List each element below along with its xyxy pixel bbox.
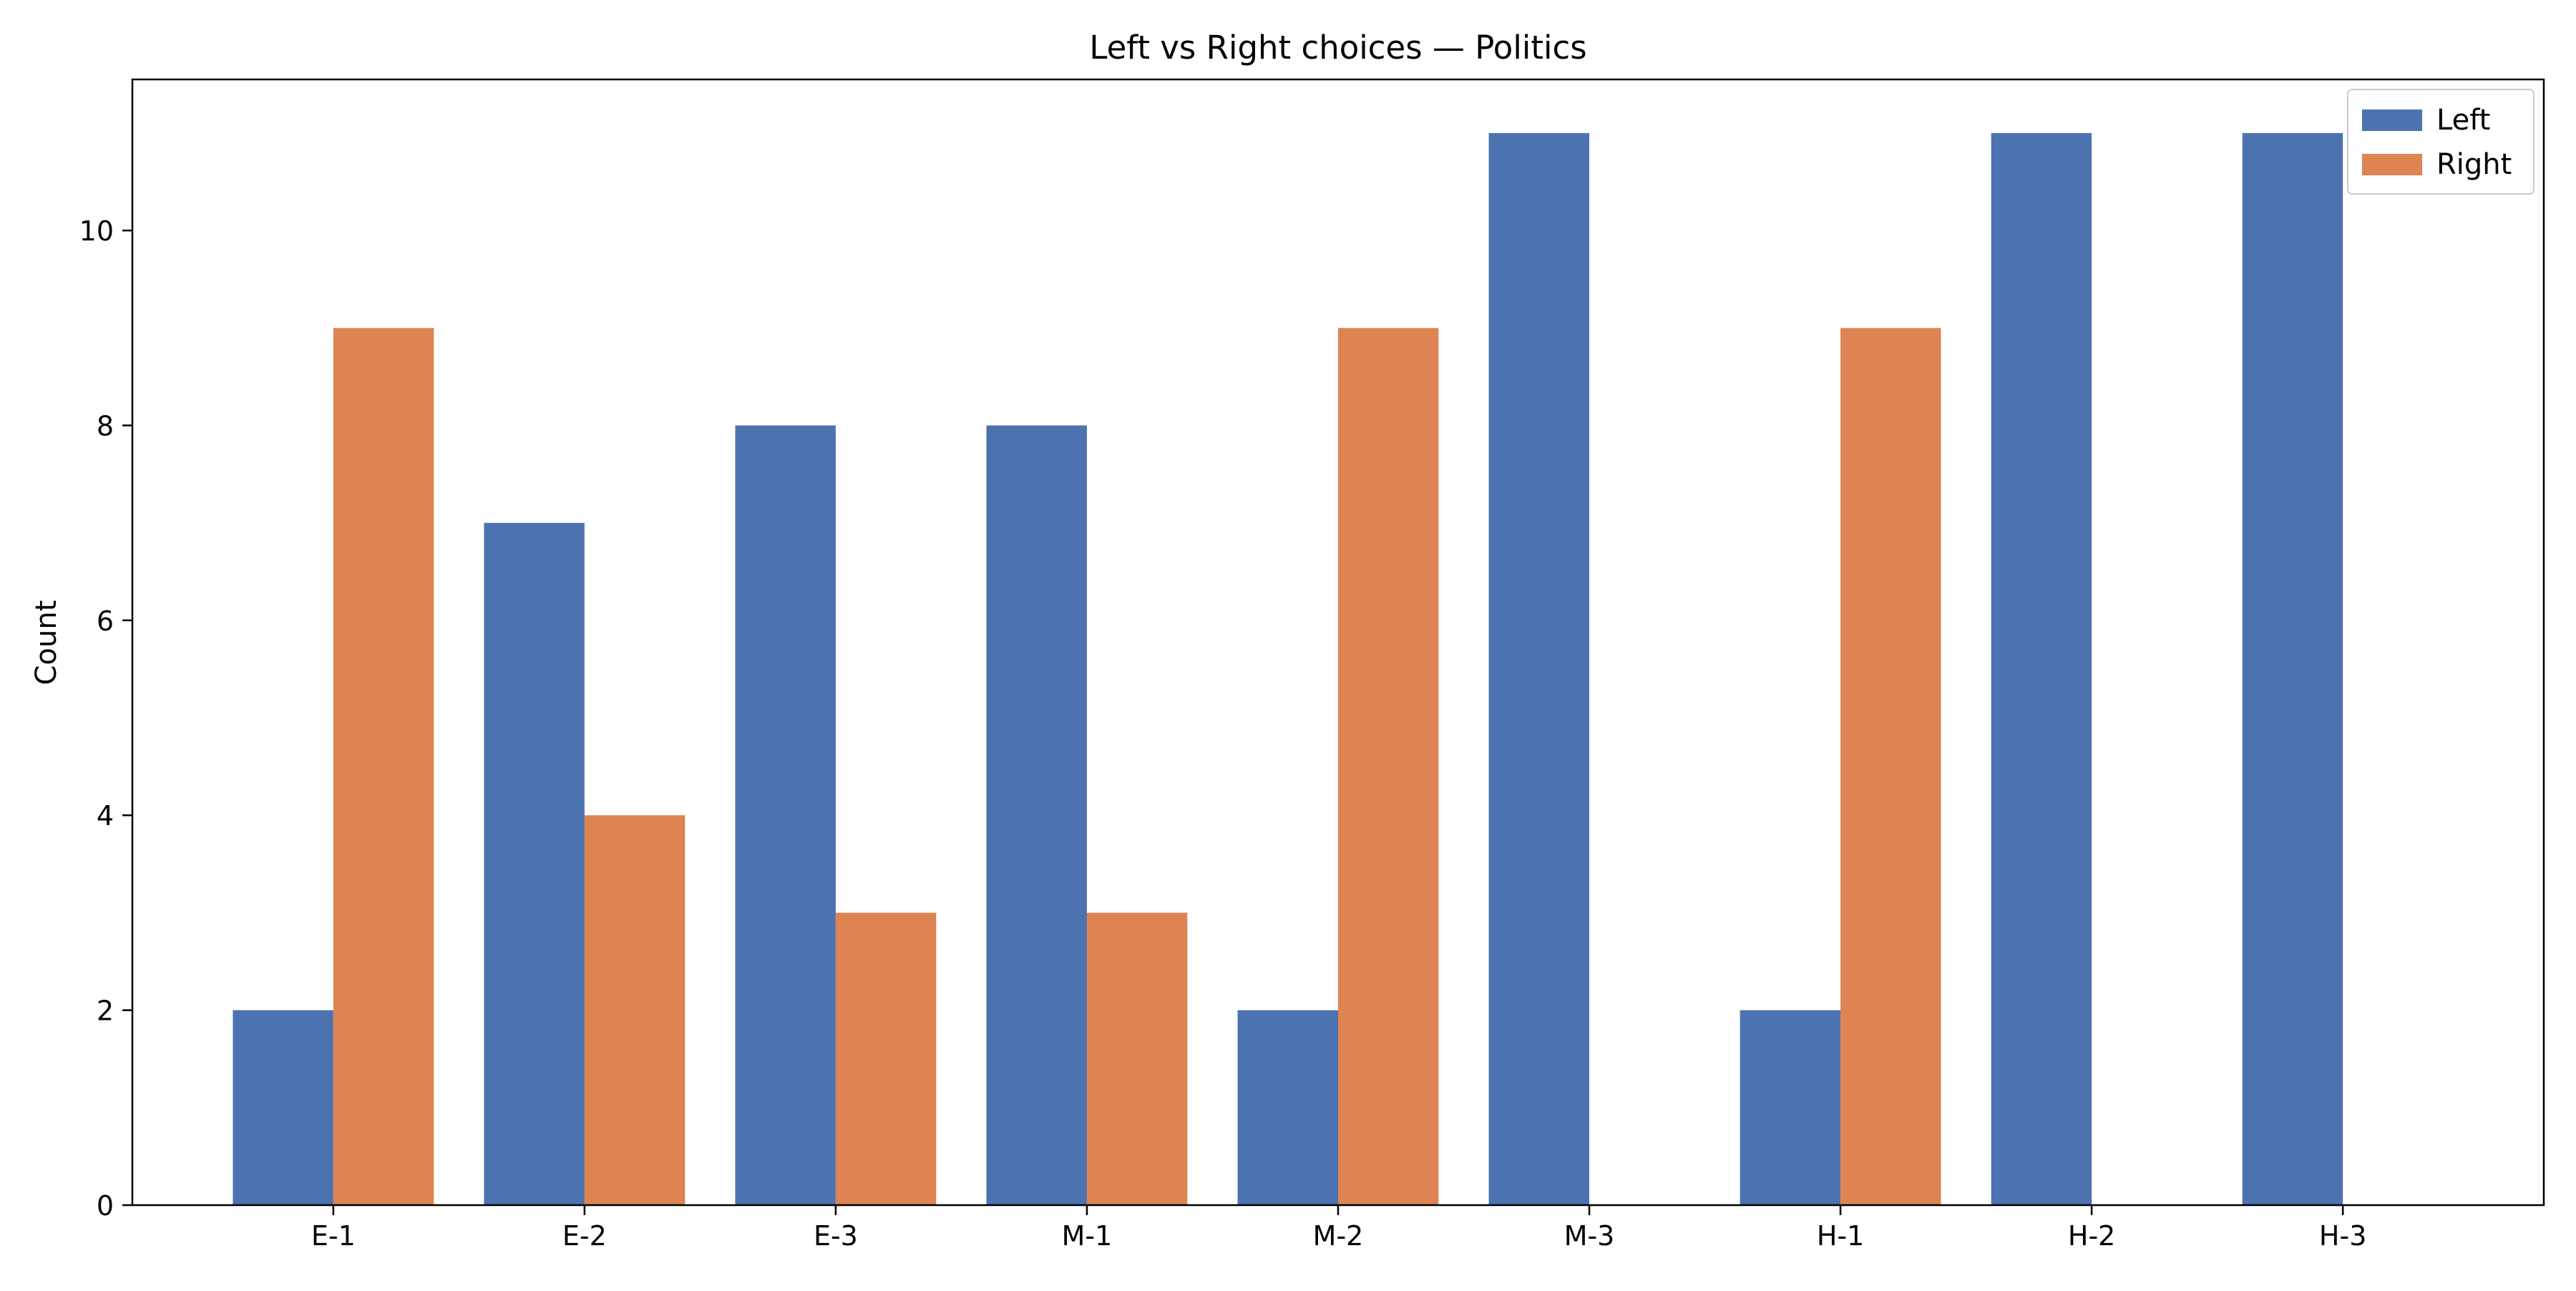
bar-left-e-2 — [484, 522, 585, 1205]
y-tick-label: 2 — [97, 995, 114, 1027]
x-tick-label-m-3: M-3 — [1564, 1220, 1615, 1252]
y-tick-label: 0 — [97, 1190, 114, 1222]
bar-left-m-1 — [986, 425, 1087, 1205]
y-tick-label: 8 — [97, 410, 114, 442]
bar-left-e-1 — [233, 1010, 333, 1205]
bar-right-e-2 — [584, 815, 686, 1205]
x-tick-label-e-1: E-1 — [311, 1220, 356, 1252]
legend-label-right: Right — [2436, 148, 2512, 181]
bar-left-h-3 — [2242, 132, 2343, 1205]
chart-title: Left vs Right choices — Politics — [1089, 29, 1586, 67]
x-tick-label-m-2: M-2 — [1313, 1220, 1364, 1252]
legend: Left Right — [2347, 89, 2534, 195]
bar-right-m-1 — [1086, 912, 1188, 1205]
y-axis-label: Count — [30, 600, 63, 686]
bar-right-e-1 — [333, 328, 434, 1205]
bar-right-h-1 — [1840, 328, 1941, 1205]
x-tick-label-e-2: E-2 — [562, 1220, 607, 1252]
x-tick-label-h-2: H-2 — [2068, 1220, 2115, 1252]
bar-right-e-3 — [835, 912, 937, 1205]
bar-left-m-3 — [1488, 132, 1590, 1205]
bar-left-h-2 — [1991, 132, 2092, 1205]
legend-swatch-left — [2362, 109, 2422, 131]
x-tick-label-h-3: H-3 — [2319, 1220, 2366, 1252]
bar-right-m-2 — [1338, 328, 1439, 1205]
x-axis: E-1 E-2 E-3 M-1 M-2 M-3 H-1 H-2 H-3 — [311, 1205, 2366, 1252]
bar-left-h-1 — [1740, 1010, 1841, 1205]
x-tick-label-h-1: H-1 — [1817, 1220, 1864, 1252]
y-tick-label: 6 — [97, 605, 114, 637]
legend-label-left: Left — [2436, 104, 2490, 137]
bar-left-m-2 — [1237, 1010, 1338, 1205]
x-tick-label-m-1: M-1 — [1062, 1220, 1113, 1252]
legend-swatch-right — [2362, 154, 2422, 175]
bar-left-e-3 — [735, 425, 836, 1205]
y-axis: 0 2 4 6 8 10 — [79, 215, 132, 1222]
bars-layer — [233, 132, 2343, 1205]
x-tick-label-e-3: E-3 — [814, 1220, 858, 1252]
y-tick-label: 4 — [97, 800, 114, 832]
y-tick-label: 10 — [79, 215, 114, 247]
